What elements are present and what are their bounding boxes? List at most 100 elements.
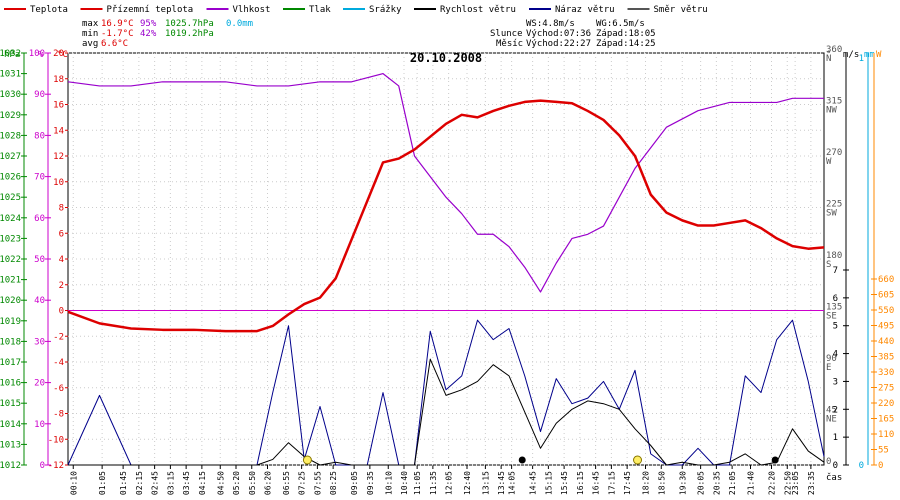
temperature-tick-label: -6 (53, 384, 64, 394)
legend-label: Přízemní teplota (107, 5, 194, 15)
temperature-tick-label: 10 (53, 178, 64, 188)
x-tick-label: 18:50 (657, 471, 666, 495)
legend-label: Náraz větru (555, 5, 615, 15)
pressure-axis-tick-label: 1016 (0, 379, 21, 389)
temperature-tick-label: -2 (53, 332, 64, 342)
x-tick-label: 22:50 (783, 471, 792, 495)
direction-tick-label: 90 (826, 354, 837, 364)
x-tick-label: 15:15 (544, 471, 553, 495)
direction-tick-label: 135 (826, 303, 842, 313)
humidity-axis-tick-label: 100 (29, 49, 45, 59)
x-tick-label: 11:35 (429, 471, 438, 495)
direction-axis-unit: ° (826, 50, 831, 60)
x-tick-label: 11:05 (413, 471, 422, 495)
stats-pressure: 1025.7hPa (165, 19, 214, 29)
solar-tick-label: 495 (878, 322, 894, 332)
solar-tick-label: 330 (878, 368, 894, 378)
solar-tick-label: 550 (878, 306, 894, 316)
x-tick-label: 18:20 (642, 471, 651, 495)
sunrise-info: Východ:07:36 (526, 29, 591, 39)
legend-label: Teplota (30, 5, 68, 15)
moonset-info: Západ:14:25 (596, 39, 656, 49)
temperature-tick-label: -4 (53, 358, 64, 368)
pressure-axis-tick-label: 1024 (0, 214, 21, 224)
stats-rain: 0.0mm (226, 19, 253, 29)
temperature-tick-label: -10 (48, 435, 64, 445)
x-tick-label: 01:05 (98, 471, 107, 495)
x-tick-label: 05:50 (248, 471, 257, 495)
direction-compass-label: SW (826, 209, 837, 219)
wind-speed-tick-label: 2 (833, 405, 838, 415)
solar-tick-label: 385 (878, 353, 894, 363)
moonset-marker (518, 456, 526, 464)
sunset-info: Západ:18:05 (596, 29, 656, 39)
pressure-axis-tick-label: 1025 (0, 193, 21, 203)
humidity-axis-tick-label: 50 (34, 255, 45, 265)
wind-gust-info: WG:6.5m/s (596, 19, 645, 29)
direction-tick-label: 225 (826, 200, 842, 210)
humidity-axis-tick-label: 10 (34, 420, 45, 430)
wind-speed-tick-label: 3 (833, 377, 838, 387)
pressure-axis-tick-label: 1013 (0, 440, 21, 450)
direction-compass-label: S (826, 260, 831, 270)
x-tick-label: 13:45 (497, 471, 506, 495)
temperature-tick-label: 14 (53, 126, 64, 136)
rain-tick-label: 0 (859, 461, 864, 471)
solar-tick-label: 660 (878, 275, 894, 285)
x-tick-label: 16:15 (576, 471, 585, 495)
x-tick-label: 15:45 (560, 471, 569, 495)
x-tick-label: 06:55 (282, 471, 291, 495)
stats-pressure: 1019.2hPa (165, 29, 214, 39)
x-axis-label: čas (826, 472, 842, 483)
pressure-axis-tick-label: 1012 (0, 461, 21, 471)
stats-label: min (82, 29, 98, 39)
legend-label: Srážky (369, 5, 402, 15)
wind-speed-tick-label: 7 (833, 266, 838, 276)
pressure-axis-tick-label: 1019 (0, 317, 21, 327)
solar-tick-label: 275 (878, 384, 894, 394)
sun-label: Slunce (490, 29, 523, 39)
rain-axis-unit: mm (864, 50, 875, 60)
x-tick-label: 06:20 (264, 471, 273, 495)
direction-tick-label: 270 (826, 148, 842, 158)
x-tick-label: 23:05 (791, 471, 800, 495)
wind-speed-tick-label: 1 (833, 433, 838, 443)
temperature-tick-label: -8 (53, 410, 64, 420)
pressure-axis-tick-label: 1022 (0, 255, 21, 265)
series-humidity-line (67, 72, 824, 293)
temperature-tick-label: 4 (59, 255, 64, 265)
x-tick-label: 22:20 (768, 471, 777, 495)
temperature-tick-label: 8 (59, 204, 64, 214)
x-tick-label: 12:40 (463, 471, 472, 495)
legend-label: Rychlost větru (440, 5, 516, 15)
temperature-tick-label: 6 (59, 229, 64, 239)
x-tick-label: 17:15 (607, 471, 616, 495)
sunrise-marker (302, 455, 312, 465)
temperature-tick-label: 0 (59, 307, 64, 317)
legend-label: Vlhkost (233, 5, 271, 15)
temperature-tick-label: 18 (53, 75, 64, 85)
direction-compass-label: NE (826, 415, 837, 425)
humidity-axis-unit: % (38, 50, 44, 60)
wind-speed-info: WS:4.8m/s (526, 19, 575, 29)
pressure-axis-tick-label: 1029 (0, 111, 21, 121)
pressure-axis-tick-label: 1023 (0, 234, 21, 244)
series-gust-line (67, 319, 825, 466)
wind-speed-tick-label: 6 (833, 294, 838, 304)
x-tick-label: 14:45 (529, 471, 538, 495)
direction-compass-label: W (826, 157, 832, 167)
x-tick-label: 04:50 (216, 471, 225, 495)
x-tick-label: 20:35 (712, 471, 721, 495)
x-tick-label: 20:05 (697, 471, 706, 495)
x-tick-label: 09:05 (350, 471, 359, 495)
solar-tick-label: 605 (878, 291, 894, 301)
humidity-axis-tick-label: 70 (34, 173, 45, 183)
direction-compass-label: SE (826, 312, 837, 322)
pressure-axis-tick-label: 1014 (0, 420, 21, 430)
direction-compass-label: NW (826, 106, 837, 116)
pressure-axis-tick-label: 1032 (0, 49, 21, 59)
stats-humidity: 42% (140, 29, 157, 39)
temperature-tick-label: 2 (59, 281, 64, 291)
x-tick-label: 03:45 (182, 471, 191, 495)
